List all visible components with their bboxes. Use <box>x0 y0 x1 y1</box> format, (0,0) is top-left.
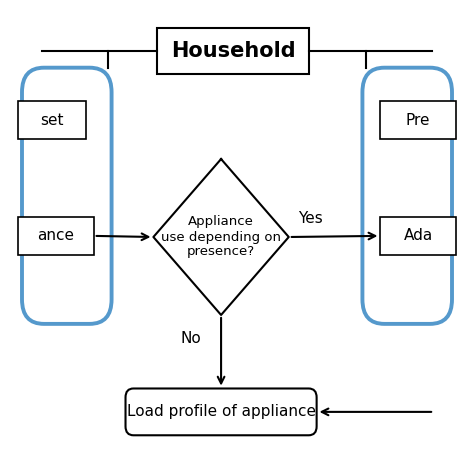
Bar <box>18 101 86 139</box>
Text: Ada: Ada <box>403 228 433 243</box>
Bar <box>157 27 309 74</box>
Text: Appliance
use depending on
presence?: Appliance use depending on presence? <box>161 216 281 258</box>
FancyBboxPatch shape <box>126 389 317 435</box>
Text: ance: ance <box>37 228 74 243</box>
Bar <box>18 217 94 255</box>
Text: Yes: Yes <box>298 211 323 226</box>
Text: Household: Household <box>171 41 295 61</box>
Bar <box>380 217 456 255</box>
Text: No: No <box>181 330 201 346</box>
Bar <box>380 101 456 139</box>
Text: set: set <box>40 112 64 128</box>
Text: Pre: Pre <box>406 112 430 128</box>
Text: Load profile of appliance: Load profile of appliance <box>127 404 316 419</box>
